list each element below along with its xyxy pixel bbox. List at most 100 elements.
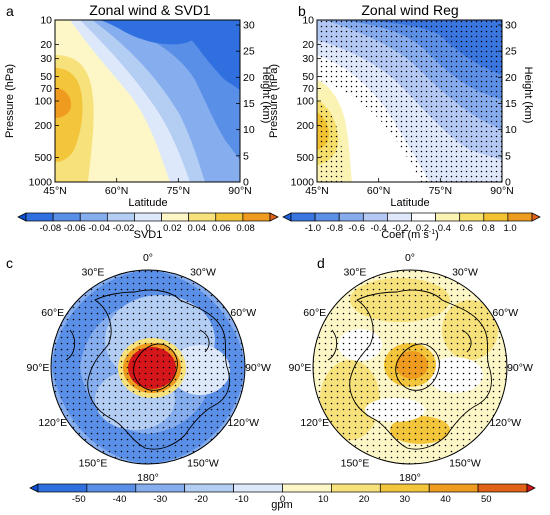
colorbar-swatch <box>242 212 271 222</box>
colorbar-tick-label: 50 <box>481 494 492 505</box>
longitude-label: 90°W <box>507 362 533 374</box>
colorbar-tick-label: -40 <box>113 494 127 505</box>
colorbar-tick-label: 30 <box>399 494 410 505</box>
panel-a-field <box>55 20 240 182</box>
colorbar-swatch <box>477 483 528 493</box>
colorbar-tick-label: 0.2 <box>416 223 429 234</box>
colorbar-tick-label: 10 <box>318 494 329 505</box>
latitude-tick-label: 60°N <box>105 185 128 197</box>
colorbar-swatch <box>459 212 485 222</box>
height-tick-label: 30 <box>505 20 517 32</box>
colorbar-tick-label: -0.08 <box>40 223 62 234</box>
colorbar-swatch <box>161 212 190 222</box>
colorbar-tick-label: -0.2 <box>392 223 408 234</box>
colorbar-swatch <box>86 483 137 493</box>
height-tick-label: 5 <box>505 150 511 162</box>
height-tick-label: 20 <box>505 72 517 84</box>
pressure-tick-label: 100 <box>34 96 52 108</box>
pressure-tick-label: 1000 <box>291 177 315 189</box>
longitude-label: 90°W <box>245 362 271 374</box>
latitude-tick-label: 45°N <box>43 185 66 197</box>
colorbar-tick-label: -20 <box>194 494 208 505</box>
colorbar-end-left <box>29 483 39 493</box>
colorbar-a: -0.08 -0.06 -0.04 -0.02 0 0.02 0.04 0.06 0.08 <box>17 212 279 234</box>
colorbar-tick-label: -0.8 <box>327 223 343 234</box>
longitude-label: 30°E <box>344 267 367 279</box>
height-tick-label: 25 <box>505 46 517 58</box>
panel-c-lon-labels: 0° 30°W 60°W 90°W 120°W 150°W 180° 150°E 120°E 90… <box>27 252 271 484</box>
colorbar-b: -1.0 -0.8 -0.6 -0.4 -0.2 0.2 0.4 0.6 0.8 1.0 <box>282 212 541 234</box>
colorbar-swatch <box>106 212 135 222</box>
colorbar-end-right <box>526 483 536 493</box>
colorbar-tick-label: 0.02 <box>163 223 182 234</box>
longitude-label: 60°W <box>492 307 518 319</box>
colorbar-tick-label: -50 <box>72 494 86 505</box>
panel-c-letter: c <box>6 255 13 271</box>
pressure-tick-label: 200 <box>34 120 52 132</box>
colorbar-tick-label: -10 <box>235 494 249 505</box>
colorbar-b-title: Coef (m s-1) <box>381 229 439 241</box>
colorbar-tick-label: -30 <box>153 494 167 505</box>
longitude-label: 120°E <box>38 417 67 429</box>
panel-b-title: Zonal wind Reg <box>361 2 458 18</box>
longitude-label: 30°E <box>82 267 105 279</box>
pressure-tick-label: 100 <box>296 96 314 108</box>
longitude-label: 60°E <box>41 307 64 319</box>
panel-c-frame <box>50 269 246 465</box>
height-tick-label: 30 <box>243 20 255 32</box>
pressure-tick-label: 1000 <box>29 177 53 189</box>
pressure-tick-label: 50 <box>302 71 314 83</box>
panel-b-y-left-label: Pressure (hPa) <box>268 64 280 138</box>
colorbar-tick-label: 1.0 <box>503 223 516 234</box>
colorbar-swatch <box>507 212 533 222</box>
height-tick-label: 0 <box>243 177 249 189</box>
pressure-tick-label: 500 <box>34 152 52 164</box>
longitude-label: 30°W <box>190 267 216 279</box>
colorbar-tick-label: 0.8 <box>482 223 495 234</box>
panel-a-letter: a <box>6 3 14 19</box>
latitude-tick-label: 75°N <box>429 185 452 197</box>
colorbar-swatch <box>282 483 332 493</box>
colorbar-end-right <box>269 212 279 222</box>
panel-a-height-ticks: 30 25 20 15 10 5 0 <box>236 20 255 189</box>
panel-a-x-label: Latitude <box>128 197 167 209</box>
longitude-label: 0° <box>405 252 415 264</box>
pressure-tick-label: 30 <box>302 53 314 65</box>
colorbar-swatch <box>52 212 81 222</box>
panel-d-frame <box>312 269 508 465</box>
panel-b-height-ticks: 30 25 20 15 10 5 0 <box>498 20 517 189</box>
longitude-label: 60°E <box>303 307 326 319</box>
colorbar-swatch <box>37 483 88 493</box>
pressure-tick-label: 10 <box>302 15 314 27</box>
longitude-label: 150°W <box>187 457 219 469</box>
panel-c: c 0° 30°W 60°W 90°W 120°W 150°W 180° 150°E 120°E… <box>6 252 271 484</box>
colorbar-swatch <box>314 212 340 222</box>
longitude-label: 60°W <box>230 307 256 319</box>
longitude-label: 0° <box>143 252 153 264</box>
colorbar-swatch <box>362 212 388 222</box>
longitude-label: 30°W <box>452 267 478 279</box>
colorbar-tick-label: 0.4 <box>438 223 451 234</box>
panel-b-lat-ticks: 45°N 60°N 75°N 90°N <box>305 178 514 197</box>
colorbar-swatch <box>379 483 430 493</box>
panel-d-lon-labels: 0° 30°W 60°W 90°W 120°W 150°W 180° 150°E 120°E 90… <box>289 252 533 484</box>
colorbar-a-title: SVD1 <box>134 229 163 241</box>
colorbar-swatch <box>338 212 364 222</box>
longitude-label: 120°W <box>489 417 521 429</box>
height-tick-label: 15 <box>505 98 517 110</box>
colorbar-tick-label: 0.08 <box>236 223 255 234</box>
colorbar-swatch <box>215 212 244 222</box>
colorbar-swatch <box>290 212 316 222</box>
colorbar-swatch <box>387 212 412 222</box>
pressure-tick-label: 20 <box>302 39 314 51</box>
height-tick-label: 10 <box>243 124 255 136</box>
pressure-tick-label: 200 <box>296 120 314 132</box>
longitude-label: 150°W <box>449 457 481 469</box>
colorbar-swatch <box>79 212 108 222</box>
panel-b-letter: b <box>298 3 306 19</box>
panel-d-map <box>313 270 507 464</box>
height-tick-label: 10 <box>505 124 517 136</box>
